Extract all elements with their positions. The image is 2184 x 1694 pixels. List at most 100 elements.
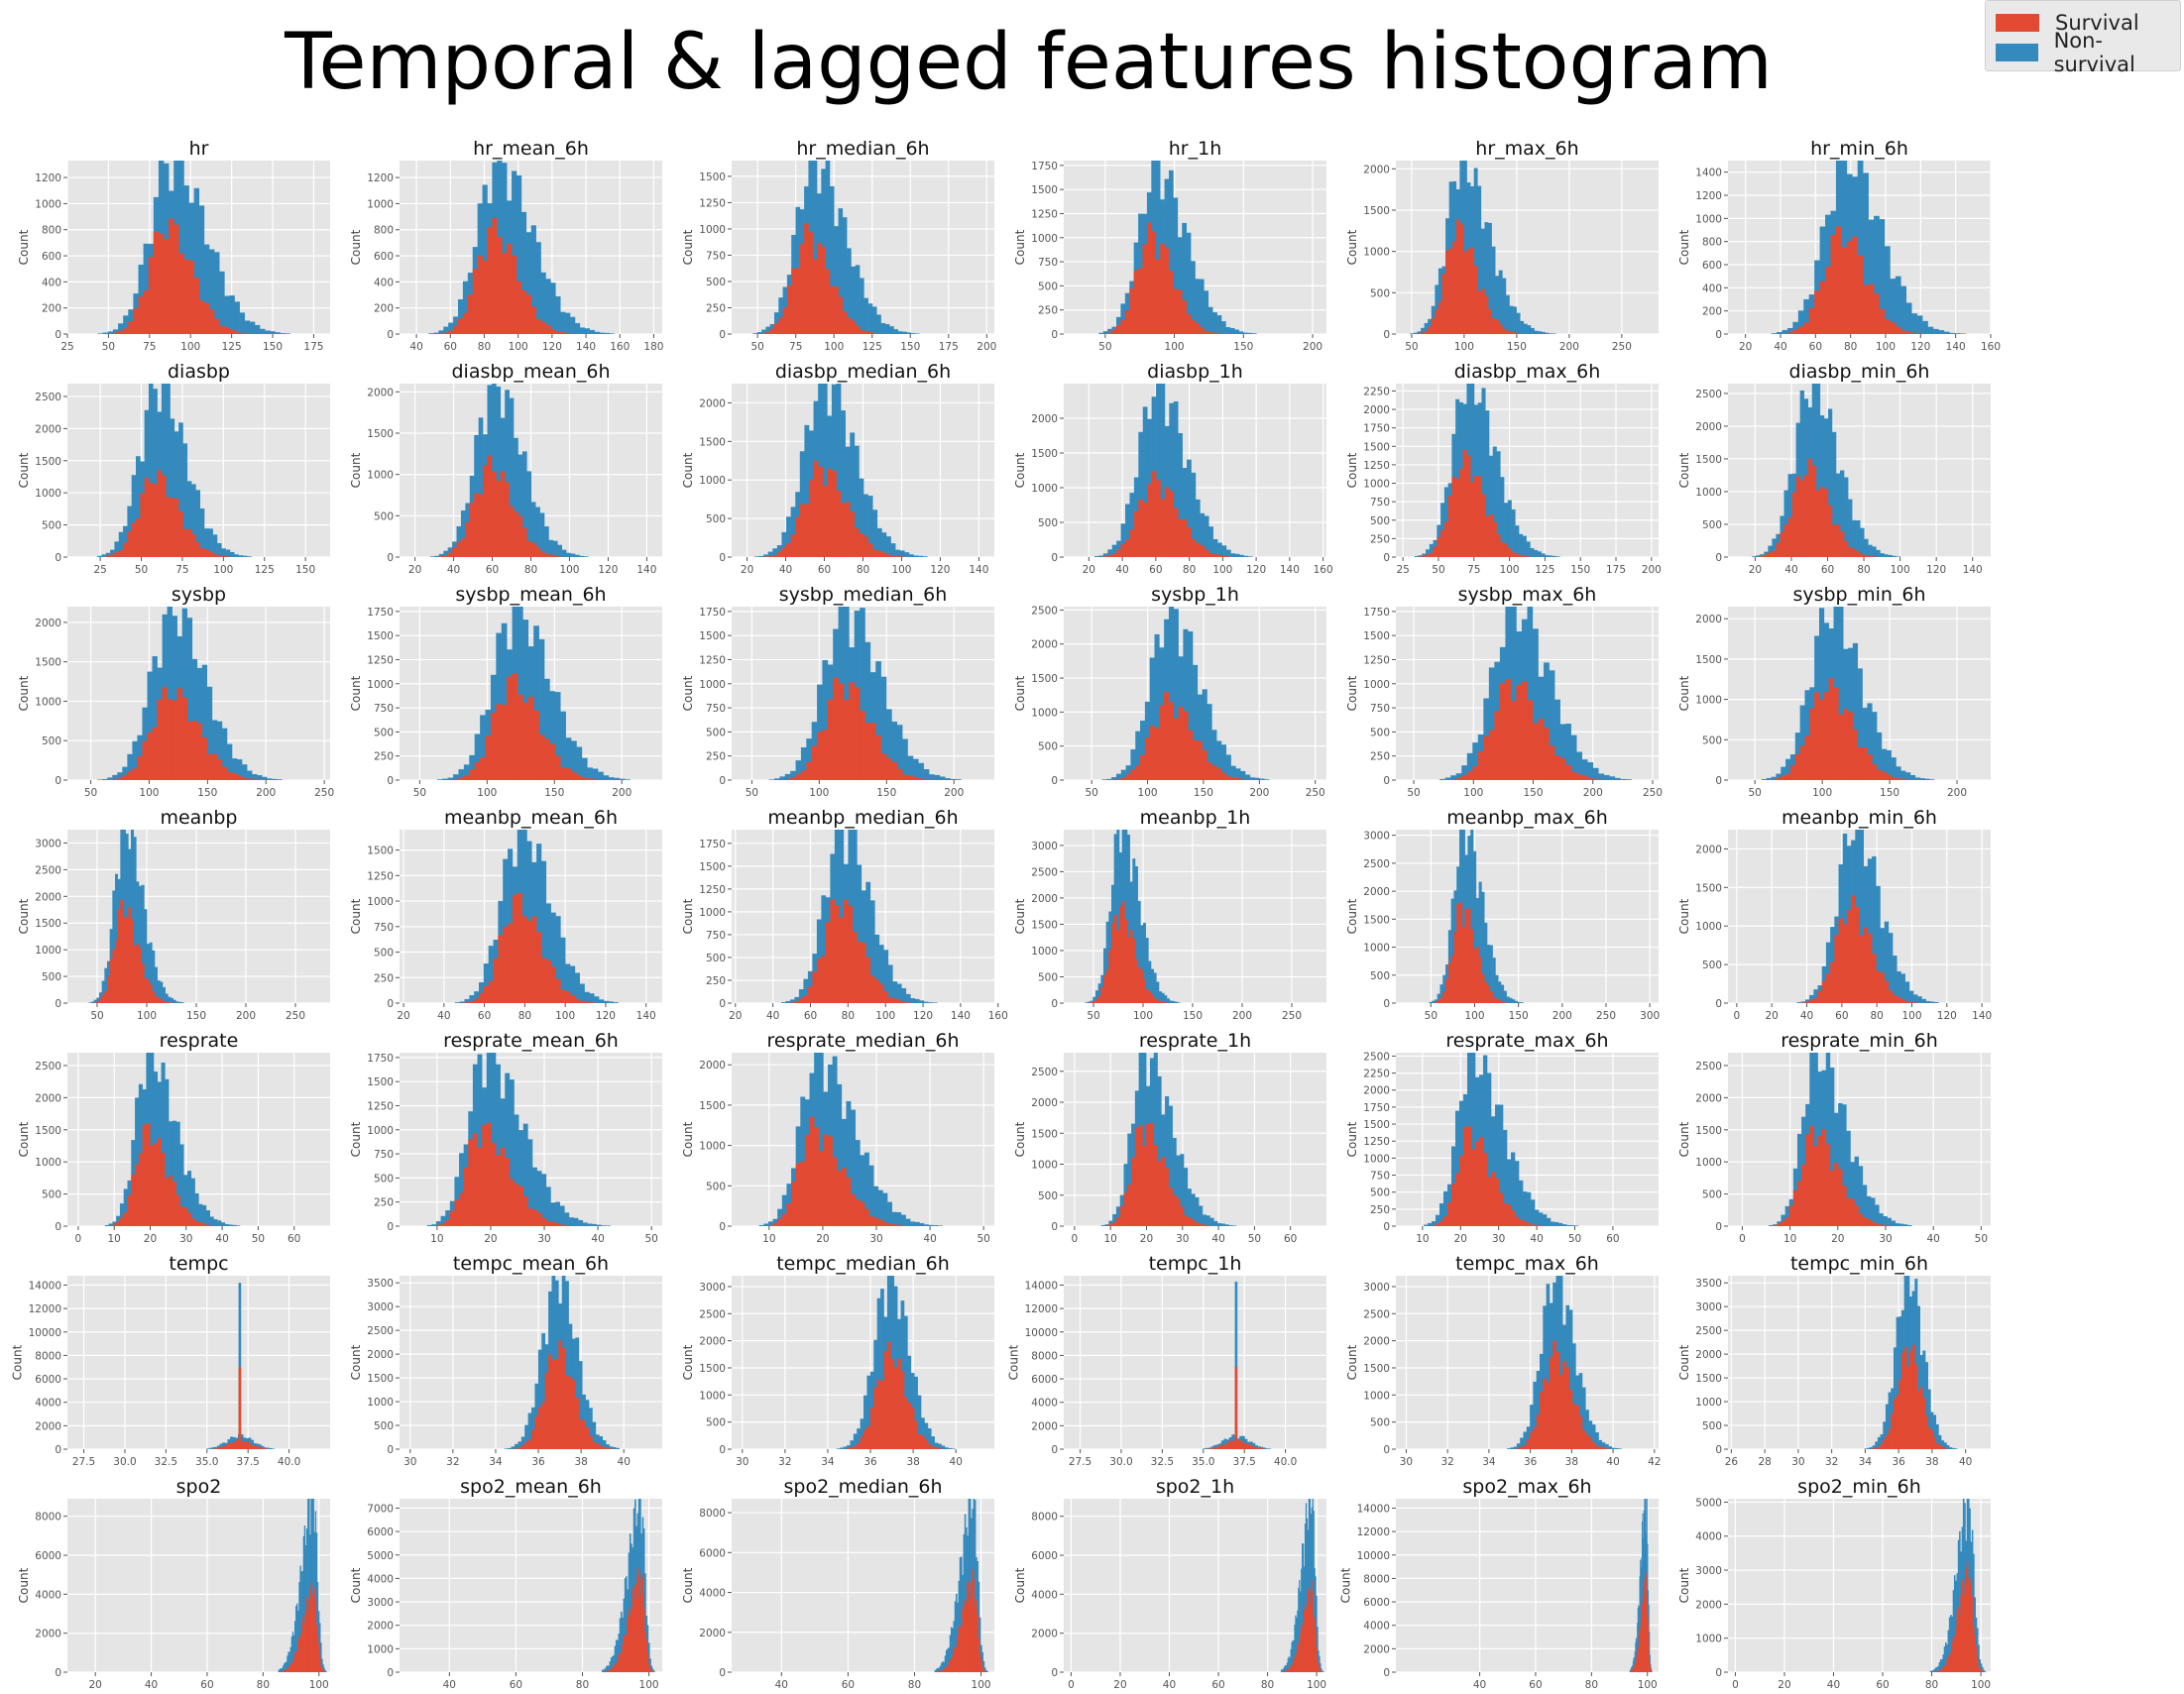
x-tick-label: 40: [779, 564, 792, 576]
non-survival-bar: [1804, 999, 1810, 1003]
survival-bar: [1148, 991, 1152, 1003]
non-survival-bar: [1927, 326, 1934, 334]
survival-bar: [157, 470, 163, 557]
survival-bar: [1459, 1155, 1464, 1226]
x-tick-label: 80: [257, 1679, 270, 1691]
non-survival-bar: [1187, 1188, 1192, 1226]
y-tick-label: 250: [374, 751, 394, 763]
survival-bar: [1477, 476, 1482, 557]
survival-bar: [178, 510, 183, 557]
survival-bar: [1911, 332, 1917, 334]
survival-bar: [305, 1596, 308, 1672]
non-survival-bar: [1848, 499, 1853, 557]
survival-bar: [1135, 959, 1138, 1003]
survival-bar: [1979, 1668, 1982, 1672]
non-survival-bar: [213, 1219, 218, 1226]
survival-bar: [1104, 1225, 1109, 1226]
x-tick-label: 37.5: [1232, 1456, 1255, 1468]
non-survival-bar: [889, 326, 894, 334]
non-survival-bar: [211, 1447, 215, 1449]
non-survival-bar: [604, 332, 610, 334]
survival-bar: [1859, 936, 1864, 1003]
x-tick-label: 30: [1791, 1456, 1804, 1468]
survival-bar: [503, 927, 509, 1003]
x-tick-label: 40: [1473, 1679, 1486, 1691]
y-tick-label: 1750: [367, 607, 394, 619]
non-survival-bar: [1439, 984, 1443, 1003]
non-survival-bar: [249, 321, 256, 334]
survival-bar: [843, 700, 850, 780]
non-survival-bar: [1974, 1597, 1976, 1672]
survival-bar: [1968, 1578, 1970, 1672]
histogram-panel-meanbp: 50 100 150 200 250050010001500200025003000me…: [17, 807, 330, 1022]
survival-bar: [804, 223, 809, 334]
x-tick-label: 100: [309, 1679, 329, 1691]
non-survival-bar: [501, 622, 508, 780]
y-tick-label: 1750: [699, 607, 726, 619]
survival-bar: [1164, 248, 1170, 334]
y-tick-label: 500: [1370, 727, 1390, 738]
survival-bar: [1792, 1190, 1798, 1226]
survival-bar: [173, 498, 179, 557]
survival-bar: [1605, 1448, 1609, 1449]
survival-bar: [541, 1217, 547, 1226]
y-axis-label: Count: [1345, 898, 1359, 934]
survival-bar: [613, 1665, 615, 1672]
x-tick-label: 32: [446, 1456, 459, 1468]
y-tick-label: 0: [55, 1221, 61, 1233]
survival-bar: [1470, 482, 1475, 557]
x-tick-label: 100: [824, 341, 844, 353]
non-survival-bar: [929, 774, 935, 780]
non-survival-bar: [247, 770, 253, 780]
survival-bar: [483, 985, 489, 1003]
y-tick-label: 1000: [1031, 1160, 1058, 1172]
survival-bar: [1492, 996, 1496, 1003]
survival-bar: [774, 323, 779, 334]
x-tick-label: 80: [1183, 564, 1196, 576]
x-tick-label: 25: [93, 564, 106, 576]
survival-bar: [1797, 326, 1804, 334]
x-tick-label: 150: [1509, 1010, 1529, 1022]
x-tick-label: 10: [1416, 1233, 1429, 1245]
survival-bar: [1760, 555, 1765, 557]
survival-bar: [1467, 1126, 1472, 1226]
survival-bar: [1867, 754, 1873, 780]
non-survival-bar: [254, 324, 261, 334]
survival-bar: [891, 761, 898, 780]
non-survival-bar: [1257, 1446, 1261, 1449]
survival-bar: [468, 1139, 474, 1226]
non-survival-bar: [860, 608, 865, 780]
non-survival-bar: [1785, 758, 1791, 780]
survival-bar: [1451, 477, 1456, 557]
non-survival-bar: [841, 410, 846, 557]
y-tick-label: 4000: [1363, 1621, 1390, 1633]
non-survival-bar: [107, 777, 113, 780]
non-survival-bar: [1262, 1447, 1266, 1449]
y-tick-label: 500: [1702, 734, 1722, 746]
non-survival-bar: [651, 1668, 654, 1672]
survival-bar: [1314, 1617, 1316, 1672]
survival-bar: [1768, 552, 1773, 557]
y-tick-label: 14000: [1357, 1503, 1390, 1515]
survival-bar: [1161, 1157, 1166, 1226]
survival-bar: [1159, 1000, 1162, 1003]
x-tick-label: 10: [430, 1233, 443, 1245]
y-axis-label: Count: [1013, 675, 1027, 711]
non-survival-bar: [1124, 830, 1128, 1003]
non-survival-bar: [1809, 994, 1814, 1003]
survival-bar: [912, 776, 919, 780]
survival-bar: [244, 333, 251, 334]
survival-bar: [910, 1408, 915, 1449]
non-survival-bar: [843, 607, 850, 780]
x-tick-label: 80: [1925, 1679, 1938, 1691]
x-tick-label: 100: [1307, 1679, 1326, 1691]
survival-bar: [869, 1408, 874, 1449]
survival-bar: [1507, 548, 1512, 557]
survival-bar: [128, 321, 134, 334]
non-survival-bar: [602, 1439, 607, 1449]
survival-bar: [1146, 1123, 1151, 1226]
survival-bar: [1131, 1157, 1136, 1226]
x-tick-label: 20: [1454, 1233, 1467, 1245]
survival-bar: [1125, 539, 1130, 557]
panel-title: hr_min_6h: [1810, 138, 1908, 160]
